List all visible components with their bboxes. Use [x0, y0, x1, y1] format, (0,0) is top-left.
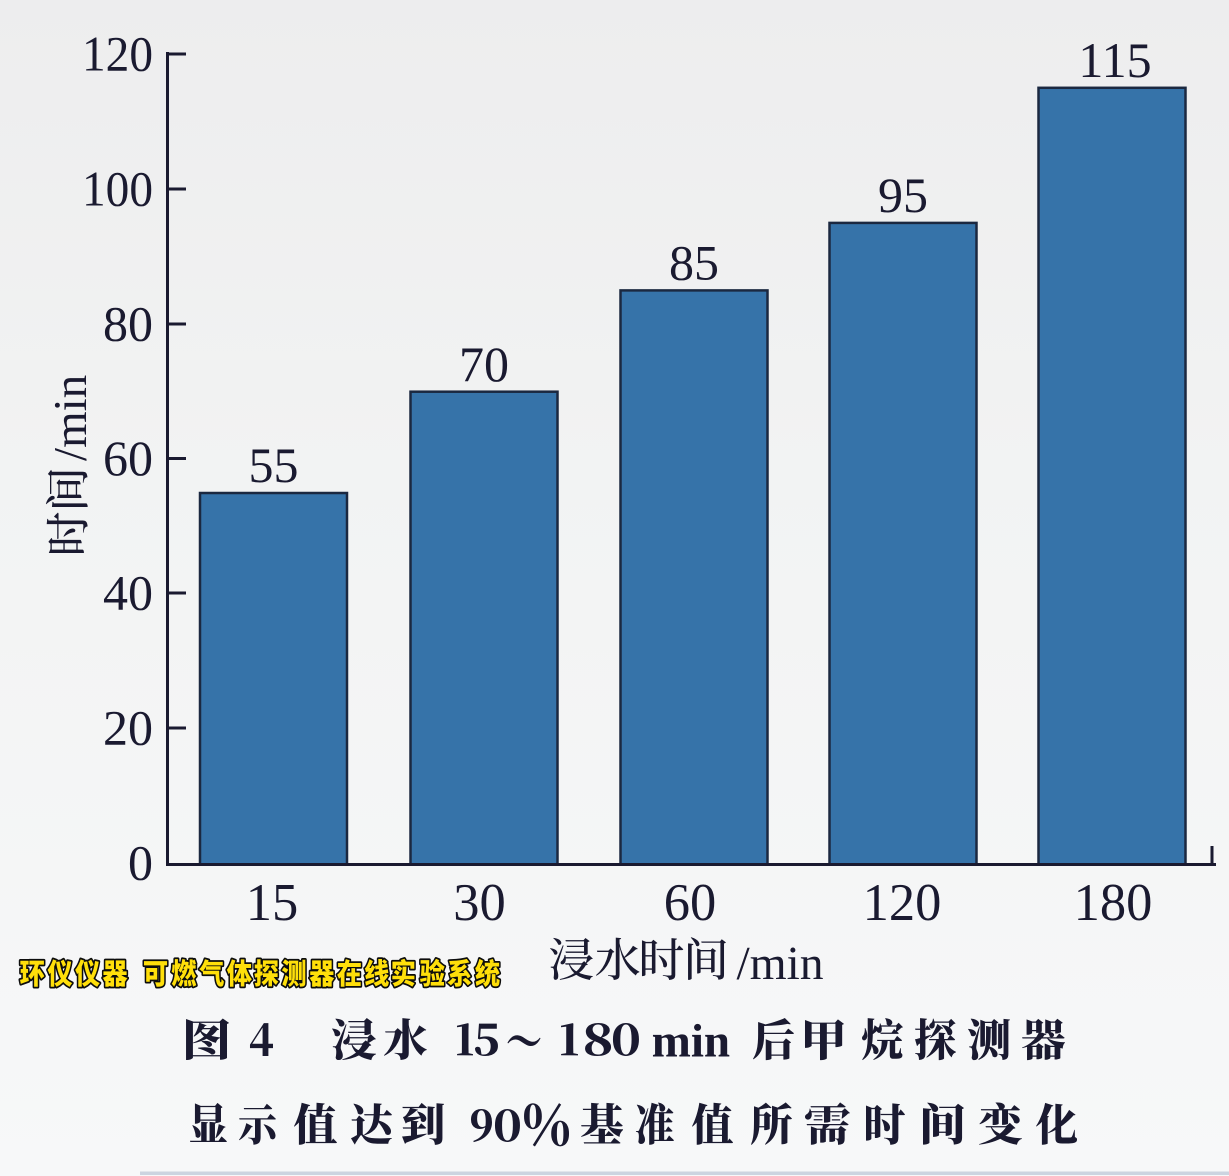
- svg-text:55: 55: [249, 437, 299, 493]
- svg-text:60: 60: [103, 430, 153, 486]
- svg-text:100: 100: [82, 161, 153, 217]
- svg-text:0: 0: [128, 835, 153, 891]
- svg-text:40: 40: [103, 565, 153, 621]
- svg-text:85: 85: [669, 235, 719, 291]
- svg-text:60: 60: [664, 874, 717, 932]
- svg-text:80: 80: [103, 296, 153, 352]
- svg-text:180: 180: [1074, 874, 1153, 932]
- svg-text:70: 70: [459, 336, 509, 392]
- svg-text:120: 120: [82, 26, 153, 82]
- svg-text:20: 20: [103, 700, 153, 756]
- svg-text:30: 30: [453, 874, 506, 932]
- svg-text:15: 15: [246, 874, 299, 932]
- svg-text:120: 120: [863, 874, 942, 932]
- svg-text:95: 95: [878, 167, 928, 223]
- svg-text:115: 115: [1078, 32, 1151, 88]
